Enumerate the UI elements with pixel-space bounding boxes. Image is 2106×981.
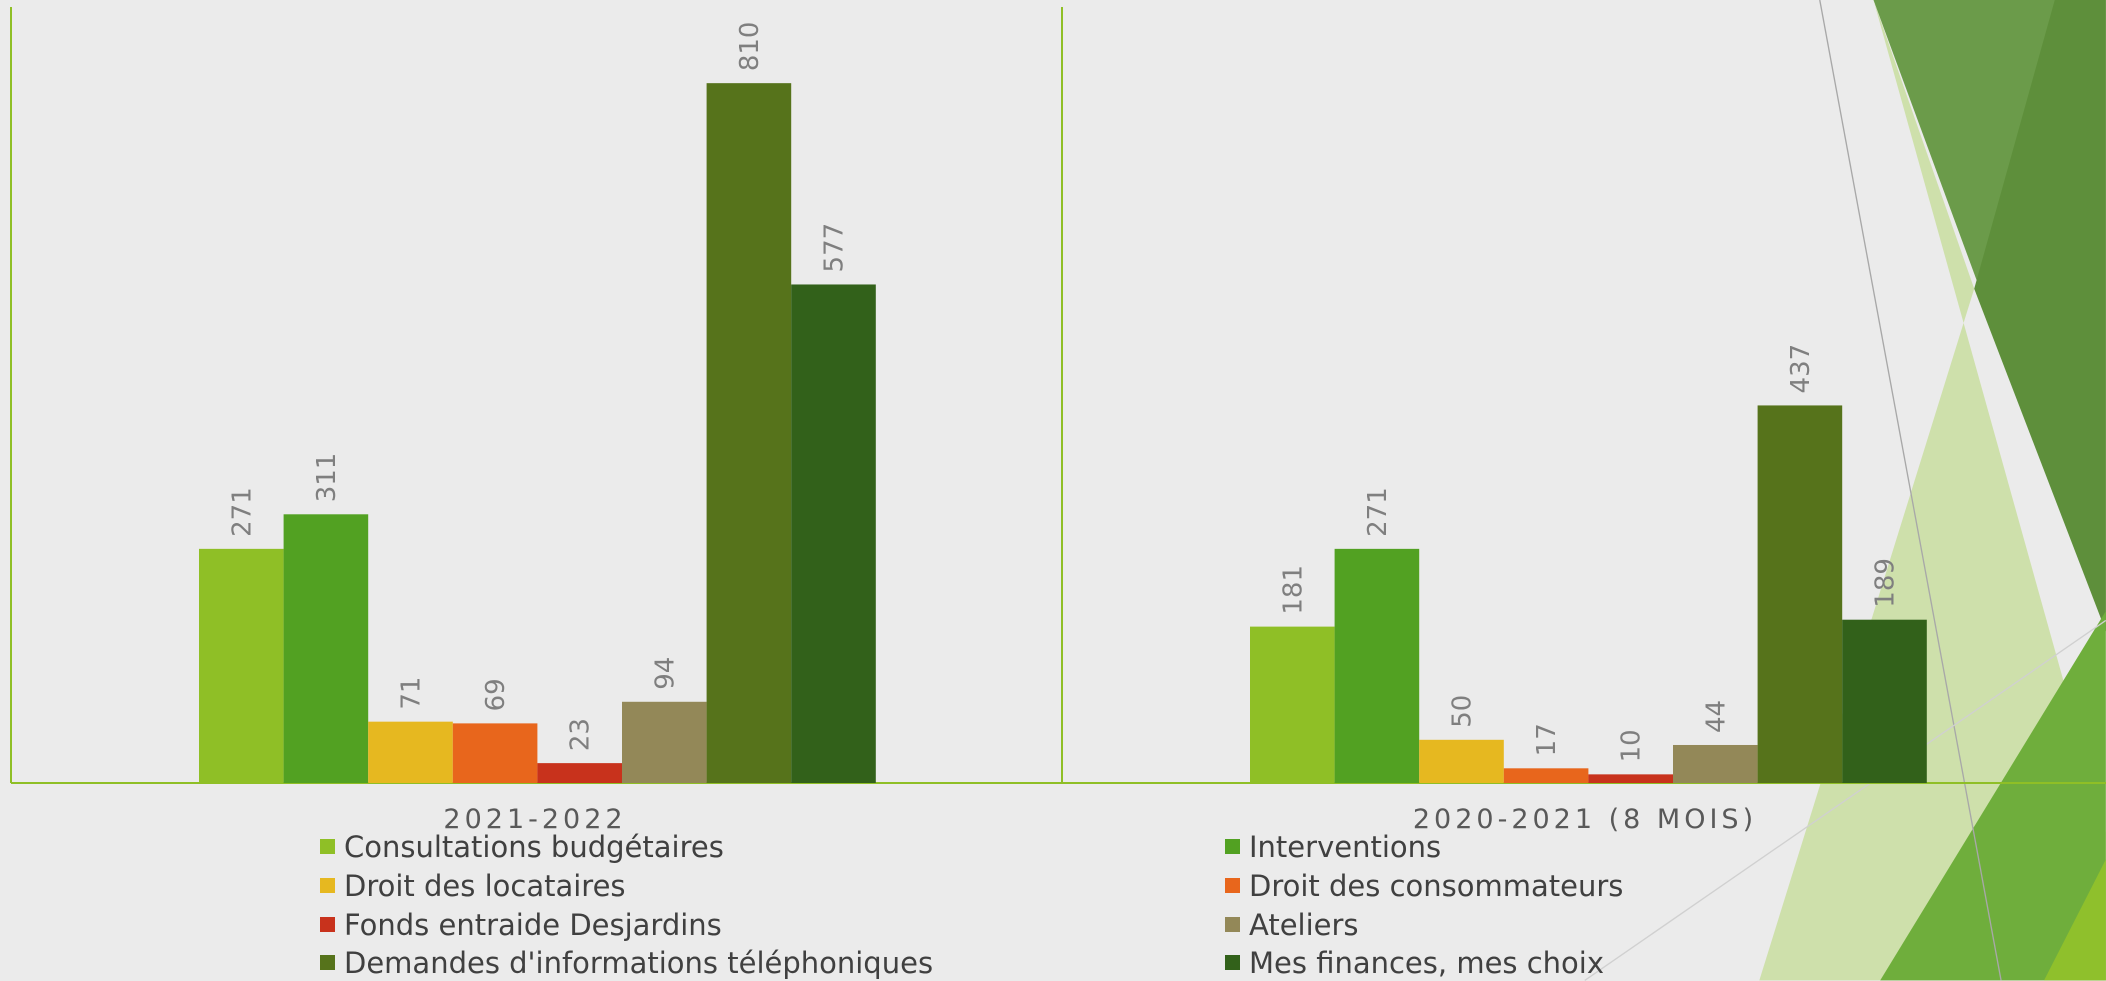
legend-swatch	[320, 878, 335, 893]
data-label: 577	[820, 223, 850, 273]
chart: 271 181 311 271 71 50 69 17 23 10 94 44 810 437 577 189…	[0, 0, 2106, 981]
bar	[1842, 620, 1927, 783]
bar	[368, 722, 453, 783]
bar	[1588, 774, 1673, 783]
legend-label: Droit des locataires	[344, 869, 626, 903]
data-label: 311	[312, 453, 342, 503]
data-label: 69	[481, 678, 511, 711]
legend-label: Interventions	[1249, 830, 1441, 864]
data-label: 71	[397, 677, 427, 710]
legend-swatch	[320, 839, 335, 854]
data-label: 271	[227, 487, 257, 537]
bar	[1504, 768, 1589, 783]
legend-label: Fonds entraide Desjardins	[344, 908, 722, 942]
bar	[622, 702, 707, 783]
data-label: 94	[650, 657, 680, 690]
data-label: 44	[1701, 700, 1731, 733]
data-label: 810	[735, 22, 765, 72]
bar	[537, 763, 622, 783]
bar	[1335, 549, 1420, 783]
bar	[791, 284, 876, 783]
legend-swatch	[320, 955, 335, 970]
legend-swatch	[1225, 839, 1240, 854]
page: {"chart_data": {"type": "bar", "categori…	[0, 0, 2106, 981]
bar	[707, 83, 792, 783]
legend-label: Demandes d'informations téléphoniques	[344, 946, 933, 980]
legend-swatch	[320, 917, 335, 932]
legend-swatch	[1225, 955, 1240, 970]
data-label: 189	[1871, 558, 1901, 608]
bar	[284, 514, 369, 783]
data-label: 10	[1617, 729, 1647, 762]
data-label: 17	[1532, 723, 1562, 756]
legend-label: Droit des consommateurs	[1249, 869, 1623, 903]
data-label: 181	[1278, 565, 1308, 615]
data-label: 437	[1786, 344, 1816, 394]
legend-label: Mes finances, mes choix	[1249, 946, 1604, 980]
data-label: 23	[566, 718, 596, 751]
bar	[453, 723, 538, 783]
x-tick-label: 2020-2021 (8 MOIS)	[1413, 804, 1757, 835]
bar	[1250, 627, 1335, 783]
legend-label: Consultations budgétaires	[344, 830, 724, 864]
bar	[1673, 745, 1758, 783]
bar	[199, 549, 284, 783]
legend-swatch	[1225, 917, 1240, 932]
bar	[1758, 405, 1843, 783]
data-label: 271	[1363, 487, 1393, 537]
legend-label: Ateliers	[1249, 908, 1359, 942]
legend-swatch	[1225, 878, 1240, 893]
bar	[1419, 740, 1504, 783]
data-label: 50	[1448, 695, 1478, 728]
